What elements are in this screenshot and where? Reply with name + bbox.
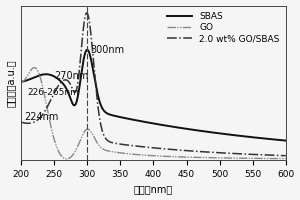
- GO: [284, 157, 288, 160]
- GO: [277, 157, 280, 160]
- GO: [141, 154, 145, 156]
- 2.0 wt% GO/SBAS: [228, 152, 232, 155]
- GO: [19, 82, 23, 84]
- 2.0 wt% GO/SBAS: [148, 146, 152, 149]
- SBAS: [141, 120, 145, 123]
- Text: 270nm: 270nm: [54, 71, 88, 81]
- SBAS: [276, 139, 280, 141]
- GO: [148, 154, 152, 157]
- 2.0 wt% GO/SBAS: [19, 121, 23, 123]
- GO: [33, 66, 36, 69]
- Line: GO: GO: [21, 68, 286, 159]
- SBAS: [284, 139, 288, 142]
- 2.0 wt% GO/SBAS: [276, 154, 280, 157]
- 2.0 wt% GO/SBAS: [85, 12, 88, 14]
- GO: [228, 157, 232, 159]
- Text: 224nm: 224nm: [24, 112, 59, 122]
- SBAS: [19, 81, 23, 83]
- 2.0 wt% GO/SBAS: [141, 146, 145, 148]
- SBAS: [33, 76, 36, 78]
- Line: 2.0 wt% GO/SBAS: 2.0 wt% GO/SBAS: [21, 13, 286, 156]
- X-axis label: 波长（nm）: 波长（nm）: [134, 184, 173, 194]
- SBAS: [277, 139, 280, 141]
- SBAS: [85, 49, 89, 51]
- 2.0 wt% GO/SBAS: [284, 154, 288, 157]
- Y-axis label: 吸光度（a.u.）: 吸光度（a.u.）: [6, 59, 16, 107]
- 2.0 wt% GO/SBAS: [277, 154, 280, 157]
- GO: [277, 157, 280, 160]
- SBAS: [148, 122, 152, 124]
- GO: [64, 158, 68, 160]
- SBAS: [228, 133, 232, 136]
- Text: 226-265nm: 226-265nm: [28, 88, 80, 97]
- Legend: SBAS, GO, 2.0 wt% GO/SBAS: SBAS, GO, 2.0 wt% GO/SBAS: [165, 10, 281, 45]
- GO: [33, 66, 37, 69]
- Text: 300nm: 300nm: [90, 45, 124, 55]
- 2.0 wt% GO/SBAS: [33, 121, 36, 123]
- Line: SBAS: SBAS: [21, 50, 286, 141]
